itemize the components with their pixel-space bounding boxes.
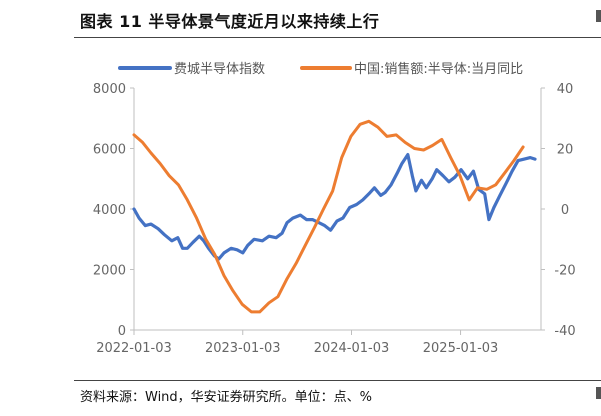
figure-title: 图表 11 半导体景气度近月以来持续上行 [80,12,380,31]
x-tick-label: 2024-01-03 [314,341,390,356]
y-right-tick-label: 0 [561,203,569,218]
series-line-1 [132,152,537,261]
line-chart: 0 2000 4000 6000 8000 -40 -20 0 20 40 2022-01-03 20… [93,61,576,356]
y-right-tick-label: -40 [554,324,575,339]
y-right-tick-label: 40 [557,82,574,97]
y-left-tick-label: 6000 [93,143,126,158]
page-edge-mark [596,10,601,22]
y-right-tick-label: -20 [554,264,575,279]
series-line-2 [132,119,525,314]
y-left-tick-label: 8000 [93,82,126,97]
legend: 费城半导体指数 中国:销售额:半导体:当月同比 [118,61,523,77]
source-note: 资料来源：Wind，华安证券研究所。单位：点、% [80,390,373,405]
x-tick-label: 2025-01-03 [423,341,499,356]
legend-label-2: 中国:销售额:半导体:当月同比 [354,61,523,77]
page-edge-mark [596,387,601,399]
y-left-tick-label: 2000 [93,264,126,279]
x-tick-label: 2022-01-03 [96,341,172,356]
legend-label-1: 费城半导体指数 [174,62,265,77]
x-tick-label: 2023-01-03 [205,341,281,356]
top-rule [74,37,601,38]
y-left-tick-label: 0 [118,324,126,339]
y-right-tick-label: 20 [557,143,574,158]
bottom-rule [74,380,601,381]
y-left-tick-label: 4000 [93,203,126,218]
